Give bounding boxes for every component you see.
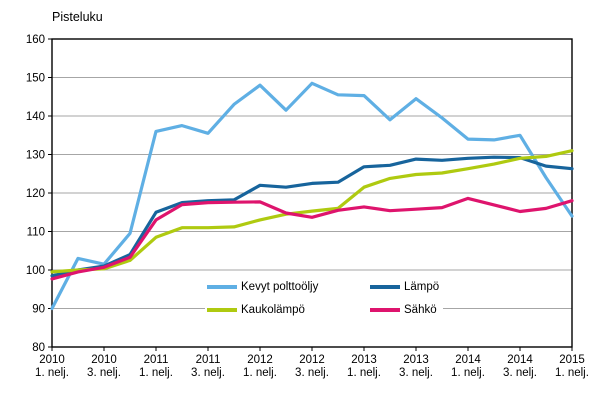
x-axis-tick-year: 2014 (507, 354, 533, 366)
x-axis-tick-quarter: 1. nelj. (347, 367, 381, 379)
x-axis-tick-quarter: 1. nelj. (35, 367, 69, 379)
series-line-kaukolampo (50, 149, 574, 274)
kaukolampo-legend-swatch (207, 308, 237, 312)
x-axis-tick-year: 2012 (299, 354, 325, 366)
chart-legend: Kevyt polttoöljy Lämpö Kaukolämpö Sähkö (205, 278, 444, 321)
x-axis-tick-quarter: 3. nelj. (191, 367, 225, 379)
legend-item-sahko: Sähkö (370, 303, 439, 317)
x-axis-tick-year: 2010 (39, 354, 65, 366)
x-axis-tick-quarter: 3. nelj. (399, 367, 433, 379)
x-axis-tick-year: 2014 (455, 354, 481, 366)
x-axis-tick-year: 2011 (144, 354, 169, 366)
y-axis-tick-label: 80 (32, 342, 45, 354)
legend-item-kevyt-polttooljy: Kevyt polttoöljy (207, 280, 370, 294)
y-axis-tick-label: 140 (26, 111, 45, 123)
y-axis-tick-label: 130 (26, 150, 45, 162)
lampo-legend-swatch (370, 285, 400, 289)
x-axis-tick-year: 2013 (351, 354, 377, 366)
legend-label-kaukolampo: Kaukolämpö (241, 304, 305, 316)
x-axis-tick-quarter: 3. nelj. (295, 367, 329, 379)
sahko-legend-swatch (370, 308, 400, 312)
legend-item-kaukolampo: Kaukolämpö (207, 303, 370, 317)
legend-label-sahko: Sähkö (404, 304, 437, 316)
series-line-lampo (50, 155, 574, 278)
y-axis-tick-label: 100 (26, 265, 45, 277)
plot-border (51, 38, 573, 348)
y-axis-tick-label: 120 (26, 188, 45, 200)
x-axis-tick-year: 2012 (247, 354, 273, 366)
x-axis-tick-year: 2011 (196, 354, 221, 366)
legend-label-kevyt-polttooljy: Kevyt polttoöljy (241, 281, 319, 293)
chart-title: Pisteluku (52, 10, 103, 24)
y-axis-tick-label: 110 (27, 227, 45, 239)
x-axis-tick-quarter: 3. nelj. (503, 367, 537, 379)
x-axis-tick-year: 2013 (403, 354, 429, 366)
x-axis-tick-quarter: 1. nelj. (139, 367, 173, 379)
kevyt-polttooljy-legend-swatch (207, 285, 237, 289)
x-axis-tick-year: 2015 (559, 354, 585, 366)
y-axis-tick-label: 160 (26, 34, 45, 46)
legend-label-lampo: Lämpö (404, 281, 440, 293)
y-axis-tick-label: 150 (26, 73, 45, 85)
x-axis-tick-quarter: 1. nelj. (243, 367, 277, 379)
series-line-kevyt-polttooljy (50, 81, 574, 311)
legend-item-lampo: Lämpö (370, 280, 439, 294)
series-line-sahko (50, 196, 574, 281)
x-axis-tick-year: 2010 (91, 354, 117, 366)
x-axis-tick-quarter: 1. nelj. (451, 367, 485, 379)
y-axis-tick-label: 90 (32, 304, 45, 316)
x-axis-tick-quarter: 1. nelj. (555, 367, 589, 379)
x-axis-tick-quarter: 3. nelj. (87, 367, 121, 379)
